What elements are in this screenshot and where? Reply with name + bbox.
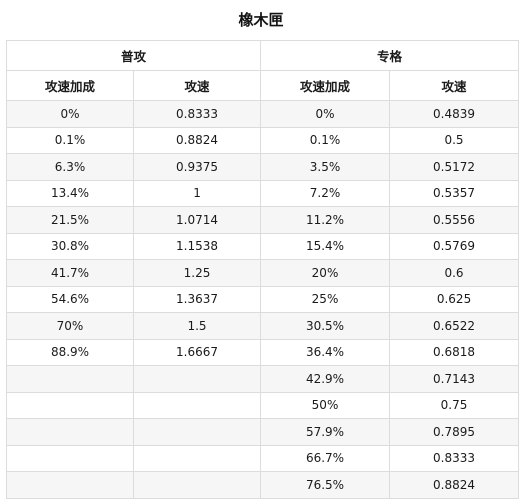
cell-left-speed <box>132 391 262 419</box>
table-row: 30.8% 1.1538 15.4% 0.5769 <box>6 232 520 260</box>
cell-left-speed: 1.25 <box>132 259 262 287</box>
cell-right-speed: 0.4839 <box>389 100 520 128</box>
cell-right-bonus: 66.7% <box>260 444 391 472</box>
table-body: 0% 0.8333 0% 0.4839 0.1% 0.8824 0.1% 0.5 6.3% 0.9… <box>6 100 520 499</box>
cell-right-speed: 0.6 <box>389 259 520 287</box>
table-row: 66.7% 0.8333 <box>6 444 520 472</box>
cell-left-speed: 1.0714 <box>132 206 262 234</box>
cell-left-bonus: 70% <box>6 312 134 340</box>
cell-right-speed: 0.7143 <box>389 365 520 393</box>
cell-left-speed <box>132 444 262 472</box>
cell-left-speed <box>132 365 262 393</box>
cell-left-speed: 1.3637 <box>132 285 262 313</box>
table-row: 13.4% 1 7.2% 0.5357 <box>6 179 520 207</box>
cell-left-bonus <box>6 444 134 472</box>
cell-left-bonus: 0.1% <box>6 126 134 154</box>
page-title: 橡木匣 <box>238 11 284 29</box>
table-row: 21.5% 1.0714 11.2% 0.5556 <box>6 206 520 234</box>
cell-right-speed: 0.75 <box>389 391 520 419</box>
cell-right-speed: 0.7895 <box>389 418 520 446</box>
cell-right-bonus: 57.9% <box>260 418 391 446</box>
cell-right-speed: 0.5357 <box>389 179 520 207</box>
table-row: 0.1% 0.8824 0.1% 0.5 <box>6 126 520 154</box>
cell-right-bonus: 20% <box>260 259 391 287</box>
column-header-right-speed: 攻速 <box>389 70 520 101</box>
cell-left-speed: 1.5 <box>132 312 262 340</box>
cell-right-bonus: 0% <box>260 100 391 128</box>
group-header-special: 专格 <box>260 40 520 71</box>
cell-right-speed: 0.8333 <box>389 444 520 472</box>
column-header-row: 攻速加成 攻速 攻速加成 攻速 <box>6 70 520 101</box>
cell-right-bonus: 50% <box>260 391 391 419</box>
cell-left-bonus: 88.9% <box>6 338 134 366</box>
cell-left-bonus: 13.4% <box>6 179 134 207</box>
table-row: 88.9% 1.6667 36.4% 0.6818 <box>6 338 520 366</box>
cell-left-bonus <box>6 418 134 446</box>
cell-left-bonus <box>6 365 134 393</box>
table-row: 0% 0.8333 0% 0.4839 <box>6 100 520 128</box>
cell-right-bonus: 3.5% <box>260 153 391 181</box>
cell-right-bonus: 15.4% <box>260 232 391 260</box>
group-header-row: 普攻 专格 <box>5 40 520 71</box>
column-header-right-bonus: 攻速加成 <box>260 70 391 101</box>
table-row: 54.6% 1.3637 25% 0.625 <box>6 285 520 313</box>
table-row: 42.9% 0.7143 <box>6 365 520 393</box>
cell-left-speed: 1 <box>132 179 262 207</box>
cell-right-speed: 0.8824 <box>389 471 520 499</box>
group-header-normal-attack: 普攻 <box>5 40 262 71</box>
cell-right-bonus: 42.9% <box>260 365 391 393</box>
cell-left-bonus: 6.3% <box>6 153 134 181</box>
cell-left-bonus: 41.7% <box>6 259 134 287</box>
table-row: 41.7% 1.25 20% 0.6 <box>6 259 520 287</box>
cell-right-speed: 0.5556 <box>389 206 520 234</box>
cell-left-bonus: 30.8% <box>6 232 134 260</box>
cell-right-bonus: 11.2% <box>260 206 391 234</box>
cell-left-bonus <box>6 471 134 499</box>
cell-right-bonus: 25% <box>260 285 391 313</box>
cell-right-speed: 0.6522 <box>389 312 520 340</box>
cell-right-bonus: 36.4% <box>260 338 391 366</box>
cell-left-speed: 0.8824 <box>132 126 262 154</box>
table-row: 76.5% 0.8824 <box>6 471 520 499</box>
cell-left-bonus: 0% <box>6 100 134 128</box>
cell-left-speed: 0.8333 <box>132 100 262 128</box>
cell-left-speed: 1.1538 <box>132 232 262 260</box>
cell-left-speed: 1.6667 <box>132 338 262 366</box>
cell-left-bonus: 21.5% <box>6 206 134 234</box>
table-row: 50% 0.75 <box>6 391 520 419</box>
cell-right-bonus: 30.5% <box>260 312 391 340</box>
column-header-left-speed: 攻速 <box>132 70 262 101</box>
attack-speed-table: 普攻 专格 攻速加成 攻速 攻速加成 攻速 0% 0.8333 0% 0.4839 0.… <box>5 40 520 499</box>
table-row: 57.9% 0.7895 <box>6 418 520 446</box>
cell-left-speed <box>132 471 262 499</box>
cell-right-speed: 0.5769 <box>389 232 520 260</box>
column-header-left-bonus: 攻速加成 <box>6 70 134 101</box>
cell-left-speed: 0.9375 <box>132 153 262 181</box>
cell-right-speed: 0.5 <box>389 126 520 154</box>
table-row: 70% 1.5 30.5% 0.6522 <box>6 312 520 340</box>
cell-left-speed <box>132 418 262 446</box>
cell-right-bonus: 7.2% <box>260 179 391 207</box>
cell-left-bonus: 54.6% <box>6 285 134 313</box>
cell-left-bonus <box>6 391 134 419</box>
cell-right-bonus: 76.5% <box>260 471 391 499</box>
cell-right-speed: 0.5172 <box>389 153 520 181</box>
table-row: 6.3% 0.9375 3.5% 0.5172 <box>6 153 520 181</box>
cell-right-bonus: 0.1% <box>260 126 391 154</box>
cell-right-speed: 0.625 <box>389 285 520 313</box>
cell-right-speed: 0.6818 <box>389 338 520 366</box>
